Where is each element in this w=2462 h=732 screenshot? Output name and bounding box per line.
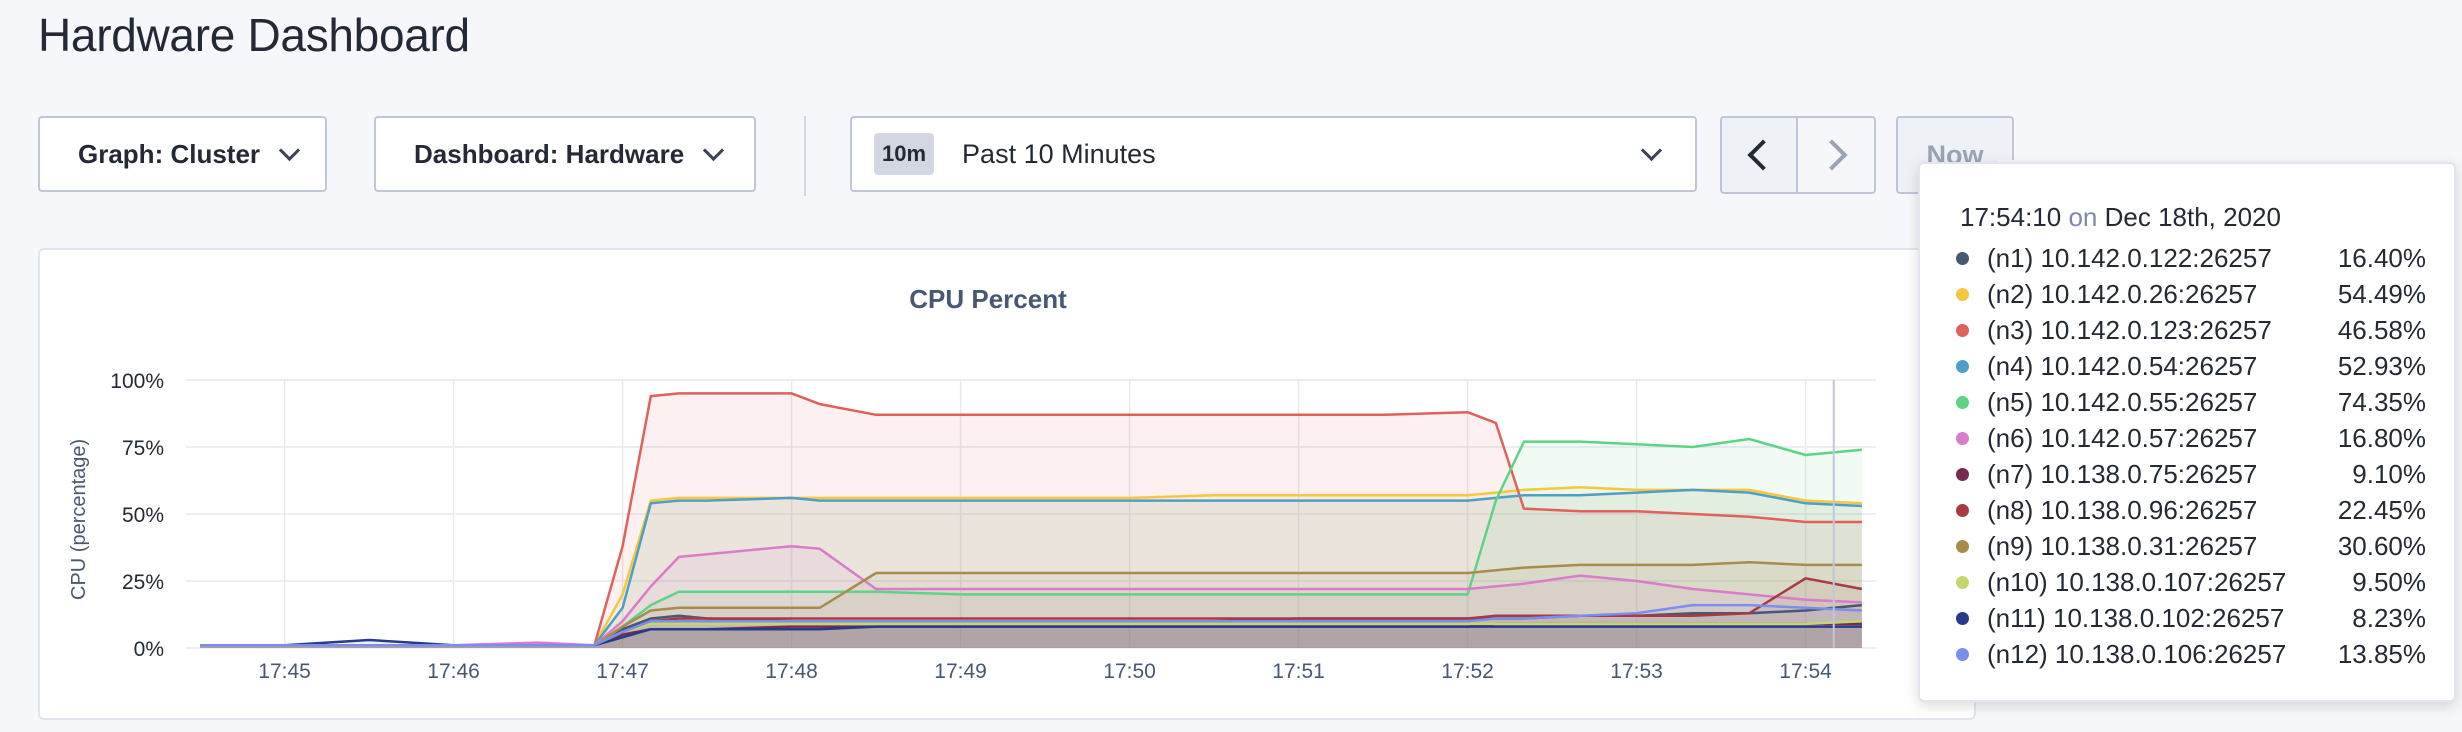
y-tick-label: 75% <box>122 437 164 460</box>
time-range-dropdown[interactable]: 10m Past 10 Minutes <box>850 116 1697 192</box>
x-tick-label: 17:45 <box>258 660 311 683</box>
tooltip-series-value: 9.10% <box>2352 458 2426 489</box>
tooltip-series-value: 74.35% <box>2337 386 2426 417</box>
series-color-dot <box>1956 251 1969 265</box>
tooltip-series-value: 16.80% <box>2337 422 2426 453</box>
tooltip-series-name: (n8) 10.138.0.96:26257 <box>1987 494 2258 525</box>
series-area <box>200 546 1862 648</box>
tooltip-series-name: (n12) 10.138.0.106:26257 <box>1987 638 2287 669</box>
y-tick-label: 25% <box>122 571 164 594</box>
x-axis-ticks: 17:45 17:46 17:47 17:48 17:49 17:50 17:51 17:52… <box>258 660 1832 683</box>
tooltip-series-value: 13.85% <box>2337 638 2426 669</box>
series-area <box>200 623 1862 648</box>
series-color-dot <box>1956 647 1969 661</box>
tooltip-series-value: 54.49% <box>2337 278 2426 309</box>
y-tick-label: 50% <box>122 504 164 527</box>
tooltip-series-name: (n2) 10.142.0.26:26257 <box>1987 278 2258 309</box>
x-tick-label: 17:46 <box>427 660 480 683</box>
previous-range-button[interactable] <box>1720 116 1798 194</box>
y-tick-label: 100% <box>110 370 164 393</box>
chart-lines <box>200 392 1863 647</box>
tooltip-series-name: (n3) 10.142.0.123:26257 <box>1987 314 2272 345</box>
tooltip-series-name: (n1) 10.142.0.122:26257 <box>1987 242 2272 273</box>
x-tick-label: 17:51 <box>1272 660 1325 683</box>
tooltip-series-value: 9.50% <box>2352 566 2426 597</box>
tooltip-row: (n4) 10.142.0.54:26257 52.93% <box>1956 348 2426 384</box>
tooltip-row: (n1) 10.142.0.122:26257 16.40% <box>1956 240 2426 276</box>
tooltip-date: Dec 18th, 2020 <box>2104 202 2281 232</box>
x-tick-label: 17:54 <box>1779 660 1832 683</box>
y-tick-label: 0% <box>134 638 164 661</box>
series-color-dot <box>1956 431 1969 445</box>
chart-areas <box>200 393 1862 648</box>
page-title: Hardware Dashboard <box>38 9 470 61</box>
tooltip-series-name: (n5) 10.142.0.55:26257 <box>1987 386 2258 417</box>
tooltip-series-name: (n6) 10.142.0.57:26257 <box>1987 422 2258 453</box>
series-area <box>200 489 1862 648</box>
graph-dropdown-label: Graph: Cluster <box>78 138 261 169</box>
next-range-button[interactable] <box>1798 116 1876 194</box>
tooltip-series-value: 16.40% <box>2337 242 2426 273</box>
x-tick-label: 17:47 <box>596 660 649 683</box>
tooltip-series-value: 52.93% <box>2337 350 2426 381</box>
chart-grid <box>186 379 1876 649</box>
series-color-dot <box>1956 611 1969 625</box>
tooltip-header: 17:54:10 on Dec 18th, 2020 <box>1960 202 2281 233</box>
series-area <box>200 626 1862 648</box>
tooltip-row: (n11) 10.138.0.102:26257 8.23% <box>1956 600 2426 636</box>
series-area <box>200 621 1862 648</box>
tooltip-on: on <box>2068 202 2098 232</box>
series-color-dot <box>1956 575 1969 589</box>
x-tick-label: 17:50 <box>1103 660 1156 683</box>
y-axis-ticks: 0% 25% 50% 75% 100% <box>110 370 164 661</box>
tooltip-row: (n7) 10.138.0.75:26257 9.10% <box>1956 456 2426 492</box>
series-area <box>200 578 1862 648</box>
x-tick-label: 17:48 <box>765 660 818 683</box>
tooltip-series-name: (n10) 10.138.0.107:26257 <box>1987 566 2287 597</box>
tooltip-series-name: (n7) 10.138.0.75:26257 <box>1987 458 2258 489</box>
tooltip-row: (n9) 10.138.0.31:26257 30.60% <box>1956 528 2426 564</box>
tooltip-time: 17:54:10 <box>1960 202 2062 232</box>
chart-title: CPU Percent <box>909 284 1067 314</box>
tooltip-series-value: 46.58% <box>2337 314 2426 345</box>
cpu-percent-chart[interactable]: 17:45 17:46 17:47 17:48 17:49 17:50 17:51 17:52… <box>0 0 1940 732</box>
tooltip-row: (n3) 10.142.0.123:26257 46.58% <box>1956 312 2426 348</box>
series-color-dot <box>1956 323 1969 337</box>
tooltip-row: (n5) 10.142.0.55:26257 74.35% <box>1956 384 2426 420</box>
series-area <box>200 393 1862 648</box>
tooltip-row: (n8) 10.138.0.96:26257 22.45% <box>1956 492 2426 528</box>
tooltip-row: (n2) 10.142.0.26:26257 54.49% <box>1956 276 2426 312</box>
graph-dropdown[interactable]: Graph: Cluster <box>38 116 327 192</box>
tooltip-series-name: (n11) 10.138.0.102:26257 <box>1987 602 2285 633</box>
x-tick-label: 17:49 <box>934 660 987 683</box>
series-line <box>200 544 1862 647</box>
tooltip-series-value: 30.60% <box>2337 530 2426 561</box>
x-tick-label: 17:53 <box>1610 660 1663 683</box>
x-tick-label: 17:52 <box>1441 660 1494 683</box>
time-range-badge: 10m <box>874 133 935 175</box>
series-area <box>200 439 1862 648</box>
series-color-dot <box>1956 395 1969 409</box>
toolbar: Graph: Cluster Dashboard: Hardware 10m P… <box>0 116 2462 196</box>
chart-tooltip: 17:54:10 on Dec 18th, 2020 (n1) 10.142.0… <box>1918 162 2456 702</box>
series-color-dot <box>1956 539 1969 553</box>
series-color-dot <box>1956 503 1969 517</box>
time-range-label: Past 10 Minutes <box>962 138 1156 169</box>
toolbar-divider <box>804 116 806 196</box>
series-line <box>200 603 1862 647</box>
tooltip-row: (n10) 10.138.0.107:26257 9.50% <box>1956 564 2426 600</box>
tooltip-series-name: (n9) 10.138.0.31:26257 <box>1987 530 2258 561</box>
tooltip-series-value: 22.45% <box>2337 494 2426 525</box>
series-color-dot <box>1956 467 1969 481</box>
tooltip-series-value: 8.23% <box>2352 602 2426 633</box>
tooltip-series-name: (n4) 10.142.0.54:26257 <box>1987 350 2258 381</box>
tooltip-row: (n6) 10.142.0.57:26257 16.80% <box>1956 420 2426 456</box>
series-color-dot <box>1956 287 1969 301</box>
dashboard-dropdown[interactable]: Dashboard: Hardware <box>374 116 756 192</box>
tooltip-row: (n12) 10.138.0.106:26257 13.85% <box>1956 636 2426 672</box>
series-color-dot <box>1956 359 1969 373</box>
dashboard-dropdown-label: Dashboard: Hardware <box>414 138 685 169</box>
